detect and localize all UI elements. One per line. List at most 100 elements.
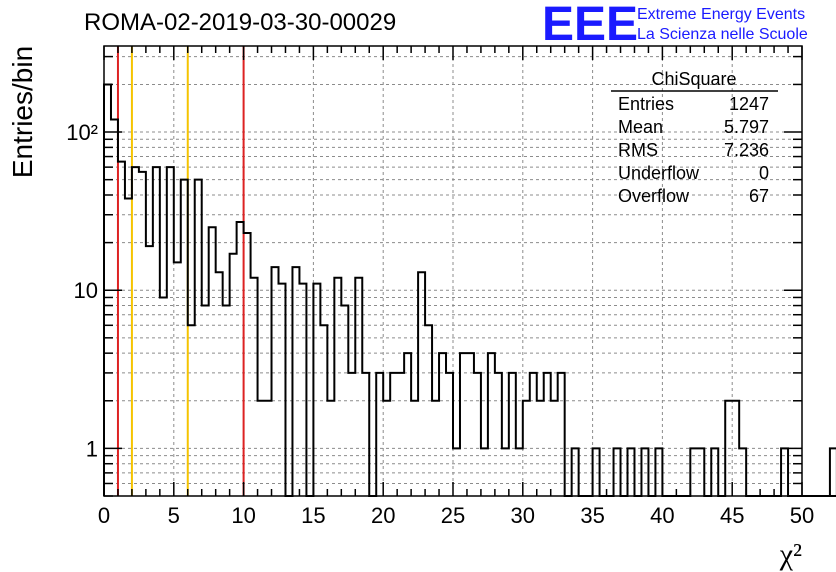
histogram-bin xyxy=(474,373,481,496)
histogram-bin xyxy=(725,401,732,496)
stats-row-value: 1247 xyxy=(729,94,769,114)
histogram-bin xyxy=(593,448,600,496)
histogram-bin xyxy=(460,353,467,496)
x-tick-label: 30 xyxy=(511,503,535,528)
histogram-bin xyxy=(258,401,265,496)
histogram-bin xyxy=(174,262,181,496)
histogram-bin xyxy=(502,448,509,496)
histogram-bin xyxy=(481,448,488,496)
histogram-bin xyxy=(425,325,432,496)
x-tick-label: 5 xyxy=(168,503,180,528)
histogram-bin xyxy=(397,373,404,496)
histogram-bin xyxy=(334,278,341,496)
stats-rows: Entries 1247 Mean 5.797 RMS 7.236 Underflow 0 Ov… xyxy=(618,94,769,206)
histogram-bin xyxy=(537,401,544,496)
histogram-bin xyxy=(655,448,662,496)
histogram-bin xyxy=(495,373,502,496)
stats-row-value: 0 xyxy=(759,163,769,183)
eee-logo: EEE Extreme Energy Events La Scienza nel… xyxy=(542,0,808,51)
histogram-bin xyxy=(362,373,369,496)
chart-title: ROMA-02-2019-03-30-00029 xyxy=(84,9,396,36)
logo-letters: EEE xyxy=(542,0,638,51)
histogram-bin xyxy=(467,353,474,496)
histogram-bin xyxy=(265,401,272,496)
histogram-bin xyxy=(139,172,146,496)
histogram-bin xyxy=(292,267,299,496)
histogram-bin xyxy=(509,373,516,496)
stats-row-label: Overflow xyxy=(618,186,690,206)
y-tick-label: 10² xyxy=(66,120,98,145)
histogram-bin xyxy=(488,353,495,496)
histogram-bin xyxy=(299,284,306,496)
histogram-bin xyxy=(160,297,167,496)
histogram-bin xyxy=(614,448,621,496)
histogram-bin xyxy=(453,448,460,496)
histogram-bin xyxy=(251,278,258,496)
histogram-bin xyxy=(195,180,202,496)
histogram-bin xyxy=(418,272,425,496)
y-tick-labels: 1 10 10² xyxy=(66,120,98,461)
histogram-bin xyxy=(572,448,579,496)
histogram-bin xyxy=(390,373,397,496)
histogram-bin xyxy=(355,278,362,496)
stats-row-value: 5.797 xyxy=(724,117,769,137)
histogram-bin xyxy=(544,373,551,496)
histogram-bin xyxy=(376,373,383,496)
stats-row-label: Mean xyxy=(618,117,663,137)
histogram-bin xyxy=(530,373,537,496)
histogram-bin xyxy=(558,373,565,496)
x-tick-label: 25 xyxy=(441,503,465,528)
histogram-bin xyxy=(181,180,188,496)
logo-line-2: La Scienza nelle Scuole xyxy=(637,26,808,43)
stats-row-label: Underflow xyxy=(618,163,700,183)
histogram-bin xyxy=(153,167,160,496)
histogram-bin xyxy=(551,401,558,496)
y-axis-title: Entries/bin xyxy=(7,46,38,178)
histogram-bin xyxy=(111,120,118,496)
x-tick-label: 50 xyxy=(790,503,814,528)
stats-row-value: 67 xyxy=(749,186,769,206)
histogram-bin xyxy=(320,325,327,496)
stats-row-label: Entries xyxy=(618,94,674,114)
histogram-bin xyxy=(830,448,836,496)
y-tick-label: 1 xyxy=(86,436,98,461)
histogram-bin xyxy=(279,284,286,496)
histogram-bin xyxy=(146,246,153,496)
histogram-bin xyxy=(446,373,453,496)
histogram-bin xyxy=(439,353,446,496)
histogram-bin xyxy=(690,448,697,496)
histogram-bin xyxy=(781,448,788,496)
stats-box: ChiSquare Entries 1247 Mean 5.797 RMS 7.236 Un… xyxy=(611,69,778,206)
histogram-bin xyxy=(383,401,390,496)
histogram-bin xyxy=(230,254,237,496)
histogram-bin xyxy=(244,233,251,496)
x-tick-label: 20 xyxy=(371,503,395,528)
histogram-bin xyxy=(516,448,523,496)
y-tick-label: 10 xyxy=(74,278,98,303)
x-tick-label: 40 xyxy=(650,503,674,528)
histogram-bin xyxy=(272,267,279,496)
histogram-bin xyxy=(432,401,439,496)
histogram-bin xyxy=(216,272,223,496)
x-tick-label: 0 xyxy=(98,503,110,528)
histogram-bin xyxy=(237,222,244,496)
histogram-bin xyxy=(411,401,418,496)
histogram-bin xyxy=(341,306,348,496)
x-tick-label: 15 xyxy=(301,503,325,528)
histogram-bin xyxy=(313,284,320,496)
stats-box-title: ChiSquare xyxy=(651,69,736,89)
histogram-bin xyxy=(209,227,216,496)
histogram-bin xyxy=(167,167,174,496)
x-tick-label: 10 xyxy=(231,503,255,528)
histogram-bin xyxy=(132,167,139,496)
logo-line-1: Extreme Energy Events xyxy=(637,6,805,23)
x-tick-label: 35 xyxy=(580,503,604,528)
histogram-bin xyxy=(628,448,635,496)
x-tick-labels: 0 5 10 15 20 25 30 35 40 45 50 xyxy=(98,503,814,528)
x-tick-label: 45 xyxy=(720,503,744,528)
x-axis-title: χ² xyxy=(779,538,802,571)
histogram-bin xyxy=(327,401,334,496)
histogram-bin xyxy=(118,162,125,496)
histogram-bin xyxy=(711,448,718,496)
